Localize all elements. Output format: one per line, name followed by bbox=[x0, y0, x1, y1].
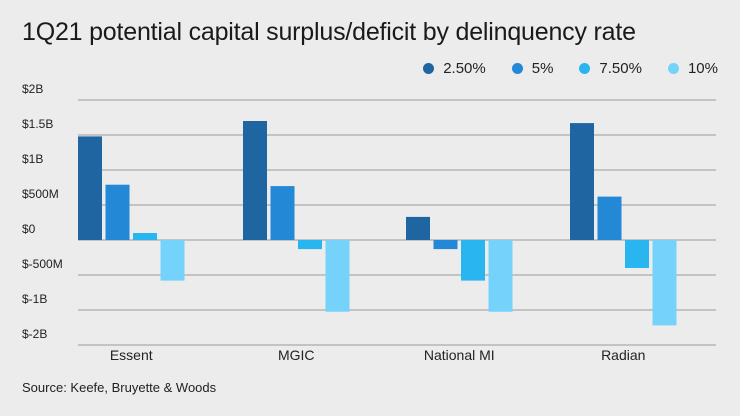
bar-mgic-1 bbox=[243, 121, 267, 240]
bar-national-mi-1 bbox=[406, 216, 430, 240]
y-tick-label: $500M bbox=[22, 187, 59, 201]
bar-radian-3 bbox=[625, 240, 649, 268]
legend-label: 10% bbox=[687, 60, 718, 77]
source-note: Source: Keefe, Bruyette & Woods bbox=[22, 380, 217, 395]
bar-national-mi-4 bbox=[488, 240, 513, 312]
y-tick-label: $-500M bbox=[22, 257, 63, 271]
bar-radian-4 bbox=[652, 240, 677, 326]
y-tick-label: $1.5B bbox=[22, 117, 53, 131]
legend-item: 10% bbox=[667, 60, 718, 77]
bar-mgic-4 bbox=[325, 240, 350, 312]
legend-label: 7.50% bbox=[599, 60, 642, 77]
legend: 2.50% 5% 7.50% 10% bbox=[423, 60, 718, 77]
x-category-label: National MI bbox=[424, 347, 495, 363]
bar-mgic-3 bbox=[298, 240, 322, 250]
bar-essent-4 bbox=[160, 240, 185, 281]
y-tick-label: $0 bbox=[22, 222, 36, 236]
legend-label: 2.50% bbox=[443, 60, 486, 77]
y-tick-label: $2B bbox=[22, 82, 43, 96]
legend-swatch bbox=[667, 63, 679, 74]
bar-essent-3 bbox=[133, 233, 157, 240]
chart-title: 1Q21 potential capital surplus/deficit b… bbox=[22, 18, 636, 46]
legend-item: 5% bbox=[511, 60, 554, 77]
y-tick-label: $-2B bbox=[22, 327, 47, 341]
legend-item: 2.50% bbox=[423, 60, 486, 77]
legend-swatch bbox=[423, 63, 435, 74]
bar-radian-1 bbox=[570, 123, 594, 240]
bar-national-mi-2 bbox=[433, 240, 458, 250]
legend-label: 5% bbox=[531, 60, 554, 77]
x-category-label: Radian bbox=[601, 347, 645, 363]
legend-swatch bbox=[511, 63, 523, 74]
y-tick-label: $-1B bbox=[22, 292, 47, 306]
x-category-label: MGIC bbox=[278, 347, 315, 363]
legend-item: 7.50% bbox=[579, 60, 642, 77]
bar-mgic-2 bbox=[270, 186, 295, 240]
bar-radian-2 bbox=[597, 196, 622, 240]
legend-swatch bbox=[579, 63, 591, 74]
bar-essent-2 bbox=[105, 184, 130, 240]
y-tick-label: $1B bbox=[22, 152, 43, 166]
bar-national-mi-3 bbox=[461, 240, 485, 281]
x-category-label: Essent bbox=[110, 347, 153, 363]
bar-essent-1 bbox=[78, 136, 102, 240]
